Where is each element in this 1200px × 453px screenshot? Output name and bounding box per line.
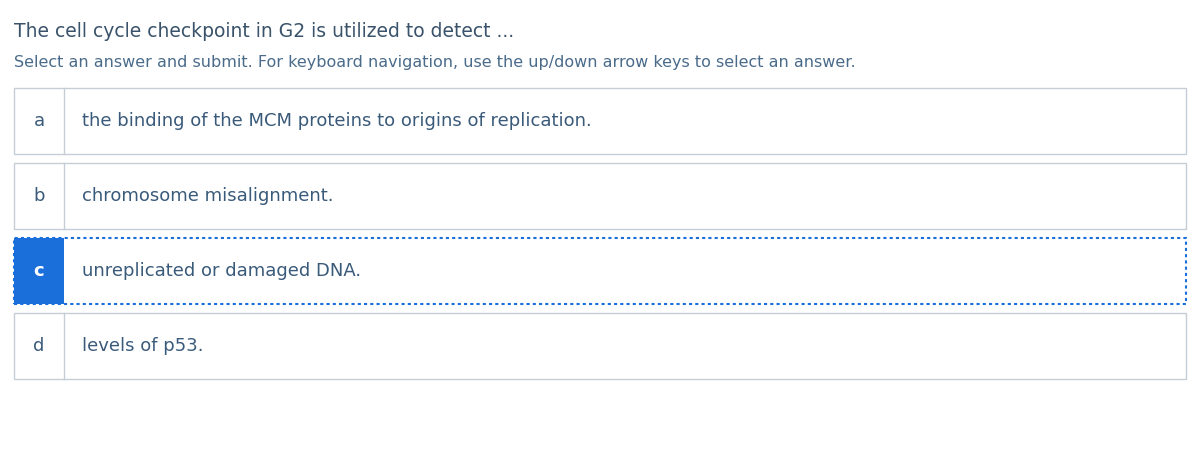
FancyBboxPatch shape	[14, 88, 1186, 154]
Text: unreplicated or damaged DNA.: unreplicated or damaged DNA.	[82, 262, 361, 280]
FancyBboxPatch shape	[14, 238, 64, 304]
FancyBboxPatch shape	[14, 313, 1186, 379]
Text: c: c	[34, 262, 44, 280]
Text: Select an answer and submit. For keyboard navigation, use the up/down arrow keys: Select an answer and submit. For keyboar…	[14, 55, 856, 70]
FancyBboxPatch shape	[14, 163, 1186, 229]
Text: The cell cycle checkpoint in G2 is utilized to detect ...: The cell cycle checkpoint in G2 is utili…	[14, 22, 514, 41]
Text: the binding of the MCM proteins to origins of replication.: the binding of the MCM proteins to origi…	[82, 112, 592, 130]
FancyBboxPatch shape	[14, 238, 1186, 304]
Text: d: d	[34, 337, 44, 355]
Text: chromosome misalignment.: chromosome misalignment.	[82, 187, 334, 205]
Text: a: a	[34, 112, 44, 130]
Text: b: b	[34, 187, 44, 205]
Text: levels of p53.: levels of p53.	[82, 337, 204, 355]
